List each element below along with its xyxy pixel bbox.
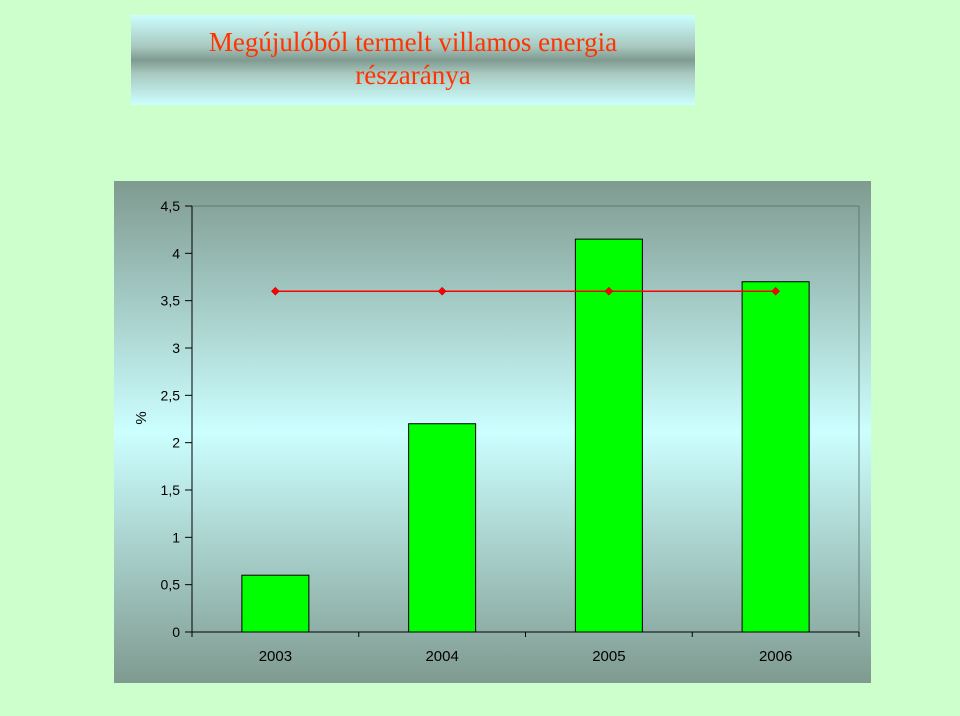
line-point: [271, 286, 280, 296]
y-tick-label: 2,5: [161, 387, 181, 403]
line-point: [771, 286, 780, 296]
y-tick-label: 4,5: [161, 198, 181, 214]
y-tick-label: 2: [172, 435, 180, 451]
chart-title: Megújulóból termelt villamos energia rés…: [208, 27, 618, 90]
y-tick-label: 0: [172, 624, 180, 640]
line-point: [604, 286, 614, 296]
y-tick-label: 4: [172, 245, 180, 261]
bar: [408, 423, 477, 633]
x-tick-label: 2004: [425, 648, 458, 665]
y-tick-label: 3,5: [161, 293, 181, 309]
y-tick-label: 1,5: [161, 482, 181, 498]
y-tick-label: 1: [172, 529, 180, 545]
bar: [574, 238, 643, 633]
x-tick-label: 2006: [759, 648, 792, 665]
line-point: [437, 286, 447, 296]
y-axis-label: %: [133, 411, 150, 424]
chart-title-box: Megújulóból termelt villamos energia rés…: [131, 15, 695, 105]
x-tick-label: 2003: [259, 648, 292, 665]
x-tick-label: 2005: [592, 648, 625, 665]
bar: [741, 281, 810, 633]
y-tick-label: 0,5: [161, 577, 181, 593]
y-tick-label: 3: [172, 340, 180, 356]
bar: [241, 574, 310, 633]
